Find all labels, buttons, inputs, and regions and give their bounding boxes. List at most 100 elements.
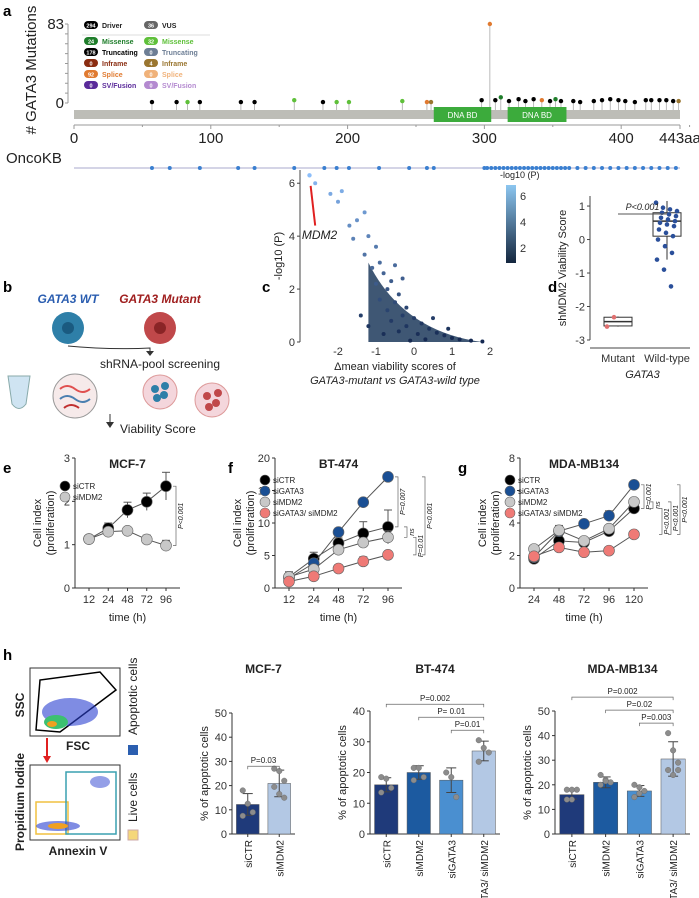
legend-marker xyxy=(259,496,271,508)
gene-point xyxy=(358,313,363,318)
data-point xyxy=(578,546,590,559)
legend-badge xyxy=(84,81,98,89)
mutation-dot xyxy=(252,99,257,105)
data-point xyxy=(528,550,540,563)
oncokb-dot xyxy=(624,166,629,170)
gene-point xyxy=(339,189,344,194)
x-tick-label: 96 xyxy=(382,594,394,606)
data-point xyxy=(357,536,370,549)
data-point xyxy=(378,774,385,781)
data-point xyxy=(160,539,172,552)
mutation-dot xyxy=(400,98,405,104)
legend-badge xyxy=(84,70,98,78)
mutation-dot xyxy=(599,97,605,103)
p-value: P<0.001 xyxy=(178,503,185,529)
bar xyxy=(593,782,619,835)
y-tick-label: 20 xyxy=(353,768,365,780)
oncokb-dot xyxy=(167,166,172,170)
gene-point xyxy=(366,234,371,239)
data-point xyxy=(475,737,482,744)
panel-label-g: g xyxy=(458,460,467,477)
y-tick-label: 10 xyxy=(258,518,270,530)
p-value: P=0.02 xyxy=(627,700,653,709)
mutation-dot xyxy=(487,21,493,27)
y-tick-label: 2 xyxy=(289,284,295,296)
x-tick-label: -2 xyxy=(333,346,343,358)
legend-label: Inframe xyxy=(162,61,187,68)
mutation-dot xyxy=(523,98,528,104)
gene-point xyxy=(377,260,382,265)
data-point xyxy=(665,217,671,222)
comparison-bracket xyxy=(639,722,674,727)
x-tick-label: 12 xyxy=(83,594,95,606)
oncokb-dot xyxy=(538,166,543,170)
live-legend-swatch xyxy=(127,829,139,841)
y-tick-label: 2 xyxy=(64,496,70,508)
comparison-bracket xyxy=(571,696,674,701)
x-tick-label: 96 xyxy=(603,594,615,606)
colorbar-tick: 2 xyxy=(520,243,526,255)
oncokb-dot xyxy=(546,166,551,170)
gene-point xyxy=(415,332,420,337)
cell-density xyxy=(90,776,110,788)
live-legend-label: Live cells xyxy=(126,773,140,822)
oncokb-dot xyxy=(322,166,327,170)
y-tick-label: 20 xyxy=(538,780,550,792)
data-point xyxy=(628,479,640,491)
arrow-icon xyxy=(67,345,151,352)
mutation-dot xyxy=(553,96,558,102)
gene-point xyxy=(362,252,367,257)
legend-label: Missense xyxy=(102,39,134,46)
y-tick-label: 40 xyxy=(538,731,550,743)
panel-f-line: BT-474051015201224487296time (h)Cell ind… xyxy=(232,453,434,624)
legend-marker xyxy=(259,474,271,486)
category-label: siMDM2 xyxy=(415,840,426,877)
gene-point xyxy=(480,339,485,344)
tube-icon xyxy=(7,375,31,409)
panel-h-flow: SSC FSC Propidium Iodide Annexin V Apopt… xyxy=(13,658,140,858)
legend-label: siMDM2 xyxy=(73,493,103,502)
data-point xyxy=(480,744,487,751)
data-point xyxy=(611,314,617,320)
y-tick-label: 2 xyxy=(509,551,515,563)
panel-label-f: f xyxy=(228,460,234,477)
y-axis-label-line1: Cell index xyxy=(477,498,489,547)
gene-point xyxy=(457,337,462,342)
y-axis-label: shMDM2 Viability Score xyxy=(557,210,569,327)
data-point xyxy=(636,790,643,797)
y-tick-label: 4 xyxy=(289,231,295,243)
data-point xyxy=(631,781,638,788)
mutation-dot xyxy=(632,99,638,105)
p-value: P=0.002 xyxy=(607,687,638,696)
data-point xyxy=(604,324,610,329)
p-value: ns xyxy=(655,501,662,509)
legend-marker xyxy=(504,496,516,508)
category-label: siGATA3 xyxy=(447,840,458,879)
mutation-dot xyxy=(623,98,628,104)
data-point xyxy=(607,779,614,786)
legend-marker xyxy=(59,480,71,492)
gene-point xyxy=(381,332,386,337)
y-tick-label: 0 xyxy=(579,235,585,247)
gene-point xyxy=(434,330,439,335)
panel-d-boxplot: -3 -2 -1 0 1 shMDM2 Viability Score Mutant Wild… xyxy=(557,196,690,381)
data-point xyxy=(665,767,672,774)
gene-point xyxy=(370,265,375,270)
legend-badge xyxy=(84,21,98,29)
oncokb-dot xyxy=(377,166,382,170)
mutation-dot xyxy=(493,97,498,103)
oncokb-dot xyxy=(252,166,257,170)
oncokb-dot xyxy=(575,166,580,170)
legend-badge xyxy=(84,59,98,67)
x-tick-label: 0 xyxy=(70,130,78,147)
data-point xyxy=(378,789,385,796)
category-label: siGATA3/ siMDM2 xyxy=(669,840,680,898)
data-point xyxy=(665,730,672,737)
y-tick-label: 0 xyxy=(64,583,70,595)
data-point xyxy=(281,794,288,801)
data-point xyxy=(271,765,278,772)
panel-label-h: h xyxy=(3,647,12,664)
data-point xyxy=(573,786,580,793)
comparison-bracket xyxy=(605,709,674,714)
y-axis-label: % of apoptotic cells xyxy=(199,726,211,821)
